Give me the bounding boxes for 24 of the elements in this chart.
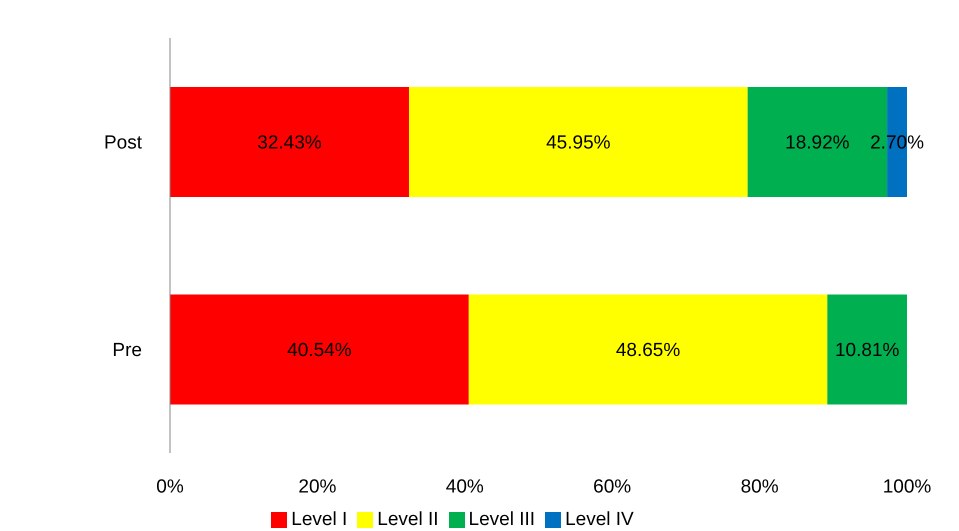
legend-label: Level IV [565,509,634,530]
data-label: 18.92% [785,132,850,154]
bar [409,87,748,197]
legend-label: Level I [291,509,348,530]
bar [827,294,907,404]
legend-label: Level II [377,509,439,530]
data-label: 48.65% [616,340,680,362]
data-label: 40.54% [287,340,352,362]
data-label: 10.81% [834,340,900,362]
x-tick-label: 0% [156,476,184,498]
y-tick-label: Pre [112,340,142,361]
x-tick-label: 40% [446,476,484,498]
bar [468,294,828,404]
x-tick-label: 100% [882,476,932,498]
y-tick-label: Post [104,132,143,154]
x-tick-label: 60% [593,476,632,498]
data-label: 2.70% [870,132,924,154]
legend-label: Level III [468,509,536,530]
bar [170,294,469,404]
data-label: 32.43% [257,132,322,154]
bar [170,87,410,197]
x-tick-label: 80% [740,476,779,498]
x-tick-label: 20% [298,476,337,498]
data-label: 45.95% [546,132,611,154]
